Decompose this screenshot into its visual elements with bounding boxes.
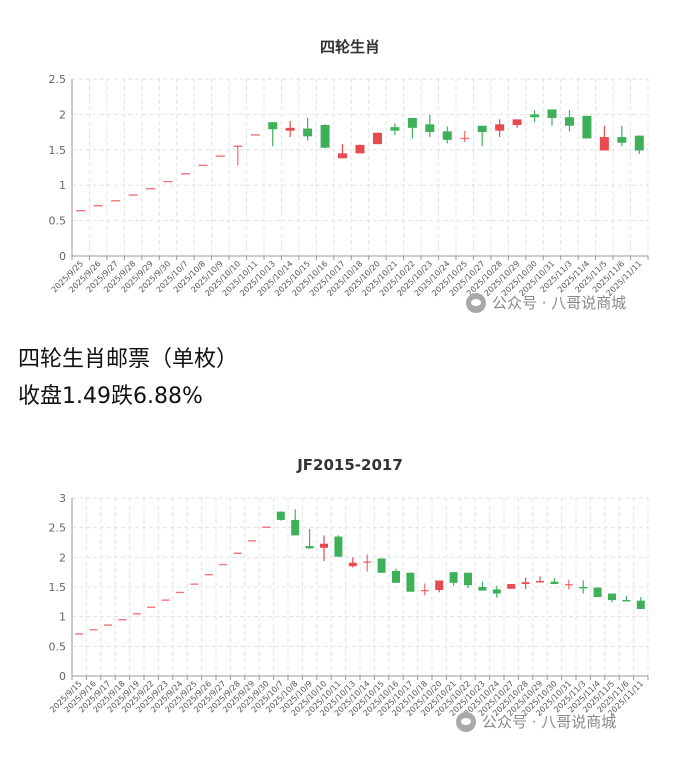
- candle-body: [198, 164, 208, 167]
- candle-body: [377, 558, 386, 573]
- candle-body: [407, 117, 417, 128]
- candle-body: [547, 109, 557, 118]
- candle-body: [521, 582, 530, 585]
- candle-body: [442, 131, 452, 140]
- candle-body: [579, 587, 588, 589]
- y-tick-label: 0: [59, 670, 66, 683]
- candle-body: [536, 581, 544, 583]
- candle-body: [320, 543, 328, 548]
- candle-body: [233, 552, 242, 554]
- candle-body: [495, 124, 505, 131]
- y-tick-label: 1: [59, 611, 66, 624]
- wechat-icon: [466, 292, 486, 313]
- candle-body: [582, 115, 592, 139]
- candle-body: [435, 580, 444, 590]
- candle-body: [276, 511, 285, 520]
- candle-body: [593, 587, 602, 598]
- y-tick-label: 0: [59, 250, 66, 263]
- candle-body: [420, 589, 429, 592]
- candle-body: [147, 606, 156, 608]
- candle-body: [636, 600, 645, 609]
- candle-body: [104, 624, 112, 626]
- candle-body: [320, 125, 330, 148]
- candle-body: [163, 180, 173, 183]
- chart-title: 四轮生肖: [320, 38, 380, 56]
- candle-body: [180, 173, 190, 175]
- candle-body: [634, 135, 644, 151]
- candle-body: [392, 570, 400, 583]
- candle-body: [477, 125, 487, 133]
- candle-body: [338, 153, 348, 159]
- chart-title: JF2015-2017: [296, 456, 403, 474]
- y-tick-label: 0.5: [49, 640, 67, 653]
- y-tick-label: 1.5: [49, 581, 67, 594]
- candle-body: [190, 583, 199, 585]
- candle-body: [250, 134, 260, 136]
- candle-body: [146, 188, 156, 190]
- watermark-text: 公众号 · 八哥说商城: [492, 294, 627, 312]
- candle-body: [372, 132, 382, 145]
- candle-body: [530, 114, 540, 118]
- candle-body: [425, 124, 435, 133]
- candle-body: [75, 633, 84, 635]
- candle-body: [348, 562, 357, 567]
- candle-body: [89, 629, 98, 631]
- watermark-text: 公众号 · 八哥说商城: [482, 713, 617, 731]
- candle-body: [622, 600, 631, 602]
- candle-body: [128, 194, 138, 196]
- candle-body: [285, 127, 295, 131]
- candle-body: [512, 119, 522, 126]
- caption-summary: 收盘1.49跌6.88%: [18, 384, 203, 409]
- y-tick-label: 2: [59, 551, 66, 564]
- y-tick-label: 2.5: [49, 73, 67, 86]
- y-tick-label: 0.5: [49, 215, 67, 228]
- candle-body: [599, 137, 609, 151]
- candle-body: [303, 128, 313, 137]
- candle-body: [204, 573, 213, 576]
- chart-jf2015-2017: JF2015-201700.511.522.532025/9/152025/9/…: [48, 456, 649, 718]
- y-tick-label: 3: [59, 492, 66, 505]
- candle-body: [291, 519, 300, 536]
- candle-body: [111, 200, 121, 202]
- candle-body: [262, 526, 271, 528]
- candle-body: [176, 591, 184, 594]
- candle-body: [132, 613, 141, 615]
- candle-body: [564, 584, 573, 586]
- chart-sihun-shengxiao: 四轮生肖00.511.522.52025/9/252025/9/262025/9…: [49, 38, 649, 298]
- caption-title: 四轮生肖邮票（单枚）: [18, 347, 239, 372]
- candle-body: [305, 546, 314, 549]
- wechat-icon: [456, 711, 476, 732]
- candle-body: [550, 581, 559, 585]
- candle-body: [617, 137, 627, 143]
- y-tick-label: 1.5: [49, 144, 67, 157]
- candle-body: [334, 536, 343, 557]
- candle-body: [161, 599, 170, 601]
- candle-body: [233, 145, 243, 147]
- candle-body: [390, 127, 400, 131]
- candle-body: [219, 563, 228, 566]
- candle-body: [268, 122, 278, 130]
- candle-body: [449, 572, 458, 583]
- candle-body: [215, 155, 225, 157]
- candle-body: [406, 572, 415, 592]
- watermark-2: 公众号 · 八哥说商城: [456, 711, 616, 732]
- candle-body: [492, 589, 501, 594]
- candle-body: [608, 593, 616, 601]
- watermark-1: 公众号 · 八哥说商城: [466, 292, 626, 313]
- y-tick-label: 2.5: [49, 522, 67, 535]
- candle-body: [248, 540, 256, 542]
- candle-body: [355, 144, 365, 154]
- y-tick-label: 2: [59, 108, 66, 121]
- candle-body: [363, 561, 372, 563]
- candle-body: [93, 205, 103, 207]
- candle-body: [507, 584, 516, 589]
- y-tick-label: 1: [59, 179, 66, 192]
- candle-body: [76, 209, 86, 212]
- candle-body: [464, 572, 472, 586]
- candle-body: [478, 587, 487, 591]
- candle-body: [460, 137, 470, 140]
- candle-body: [564, 117, 574, 126]
- candle-body: [118, 619, 127, 621]
